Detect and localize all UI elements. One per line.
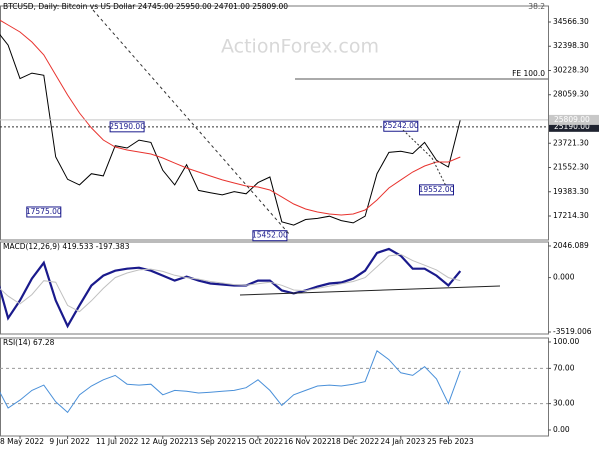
price-label: 25190.00 [554,122,590,131]
watermark: ActionForex.com [221,36,379,58]
panel-title: MACD(12,26,9) 419.533 -197.383 [3,242,130,251]
swing-label: 17575.00 [26,207,62,216]
swing-label-box [383,120,419,132]
y-tick-label: 32398.30 [553,41,589,50]
series-line [0,247,462,329]
x-tick-label: 11 Jul 2022 [96,437,139,446]
panel-title: RSI(14) 67.28 [3,338,55,347]
x-tick-label: 18 Dec 2022 [331,437,379,446]
fib-label: 38.2 [528,2,545,11]
y-tick-label: 0.000 [553,273,575,282]
y-tick-label: 21552.30 [553,163,589,172]
x-tick-label: 13 Sep 2022 [189,437,237,446]
y-tick-label: 34566.30 [553,17,589,26]
series-line [0,253,461,313]
y-tick-label: 19383.30 [553,187,589,196]
series-line [0,33,461,226]
swing-label-box [26,206,62,218]
y-tick-label: 30228.30 [553,65,589,74]
trendline [92,9,291,236]
y-tick-label: 70.00 [553,363,575,372]
swing-line [402,129,433,159]
swing-label-box [109,121,145,133]
x-tick-label: 8 May 2022 [0,437,44,446]
swing-label: 15452.00 [252,231,288,240]
swing-label: 25242.00 [383,121,419,130]
panel-title: BTCUSD, Daily: Bitcoin vs US Dollar 2474… [3,2,288,11]
macd-trendline [239,285,501,296]
fe-label: FE 100.0 [512,69,545,78]
swing-label-box [252,230,288,242]
y-tick-label: 2046.089 [553,241,589,250]
y-tick-label: -3519.006 [553,327,592,336]
price-label-box [549,114,599,125]
swing-line [431,157,447,187]
swing-label: 19552.00 [419,185,455,194]
x-tick-label: 12 Aug 2022 [141,437,189,446]
y-tick-label: 28059.30 [553,90,589,99]
y-tick-label: 0.00 [553,425,570,434]
series-line [0,350,461,414]
y-tick-label: 17214.30 [553,211,589,220]
x-tick-label: 16 Nov 2022 [284,437,332,446]
price-label-box [549,121,599,132]
series-line [0,19,461,216]
price-label: 25809.00 [554,115,590,124]
panel-frame [0,337,549,437]
y-tick-label: 23721.30 [553,138,589,147]
x-tick-label: 25 Feb 2023 [427,437,474,446]
y-tick-label: 100.00 [553,337,579,346]
x-tick-label: 9 Jun 2022 [49,437,90,446]
x-tick-label: 24 Jan 2023 [380,437,425,446]
swing-label-box [419,184,454,196]
swing-label: 25190.00 [109,122,145,131]
y-tick-label: 30.00 [553,399,575,408]
x-tick-label: 15 Oct 2022 [237,437,284,446]
